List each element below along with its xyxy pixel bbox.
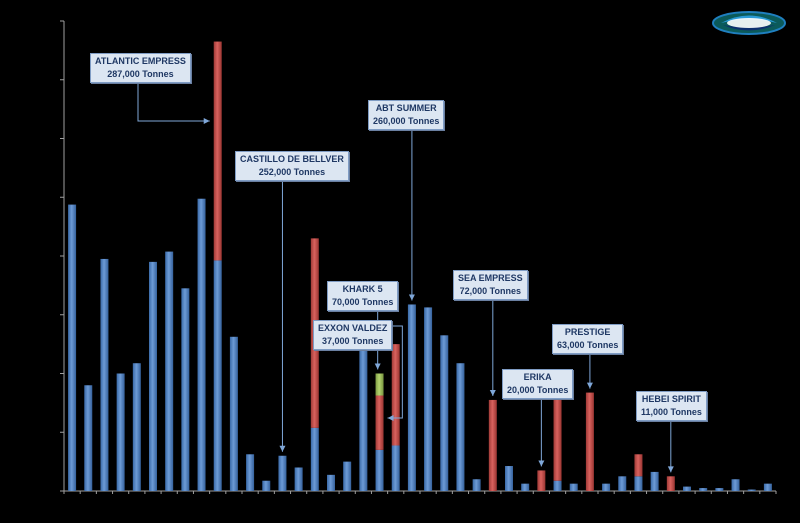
callout-tonnes: 287,000 Tonnes (107, 69, 174, 79)
callout-ship-name: ABT SUMMER (375, 103, 437, 113)
callout-arrowhead (203, 118, 210, 124)
bar-2001 (569, 483, 578, 491)
callout-ship-name: CASTILLO DE BELLVER (240, 154, 344, 164)
callout-arrow (387, 325, 403, 419)
bar-1989 (375, 449, 384, 491)
bar-1998 (521, 483, 530, 491)
bar-1972 (100, 258, 109, 491)
callout-ship-name: HEBEI SPIRIT (641, 394, 701, 404)
bar-1992 (424, 307, 433, 491)
callout-tonnes: 72,000 Tonnes (459, 286, 522, 296)
bar-1990 (391, 445, 400, 491)
bar-1978 (197, 198, 206, 491)
callout-ship-name: PRESTIGE (564, 327, 611, 337)
callout-arrowhead (374, 363, 381, 370)
bar-1990 (391, 344, 400, 446)
bar-2000 (553, 389, 562, 481)
callout-tonnes: 37,000 Tonnes (321, 336, 384, 346)
callout-khark-5: KHARK 5 70,000 Tonnes (327, 281, 399, 311)
callout-ship-name: ERIKA (523, 372, 552, 382)
callout-prestige: PRESTIGE 63,000 Tonnes (552, 324, 624, 354)
bar-1982 (262, 480, 271, 491)
callout-arrowhead (489, 389, 496, 396)
bar-1989 (375, 373, 384, 396)
callout-hebei-spirit: HEBEI SPIRIT 11,000 Tonnes (636, 391, 707, 421)
bars (68, 41, 772, 491)
bar-1987 (343, 461, 352, 491)
callout-arrowhead (387, 415, 394, 421)
bar-1999 (537, 470, 546, 491)
callout-tonnes: 70,000 Tonnes (332, 297, 394, 307)
bar-1970 (68, 204, 77, 491)
callout-sea-empress: SEA EMPRESS 72,000 Tonnes (453, 270, 528, 300)
callout-ship-name: EXXON VALDEZ (318, 323, 388, 333)
callout-arrowhead (538, 460, 545, 467)
callout-castillo-de-bellver: CASTILLO DE BELLVER 252,000 Tonnes (235, 151, 349, 181)
bar-2002 (585, 392, 594, 491)
bar-2008 (683, 486, 691, 491)
bar-1996 (488, 399, 497, 491)
bar-2012 (747, 489, 756, 491)
callout-arrows (137, 83, 674, 473)
bar-2009 (699, 488, 708, 491)
callout-tonnes: 252,000 Tonnes (258, 167, 326, 177)
bar-2005 (634, 454, 643, 477)
bar-1995 (472, 479, 481, 491)
callout-erika: ERIKA 20,000 Tonnes (502, 369, 574, 399)
bar-1984 (294, 467, 303, 491)
bar-1977 (181, 288, 190, 491)
bar-1971 (84, 385, 93, 491)
bar-2003 (602, 483, 611, 491)
bar-2013 (763, 483, 772, 491)
callout-tonnes: 20,000 Tonnes (507, 385, 569, 395)
bar-1991 (407, 304, 416, 491)
bar-1974 (132, 363, 141, 491)
callout-ship-name: SEA EMPRESS (458, 273, 523, 283)
bar-2011 (731, 479, 740, 491)
bar-1983 (278, 455, 287, 491)
bar-1975 (149, 261, 157, 491)
bar-2004 (618, 476, 627, 491)
callout-arrowhead (586, 382, 593, 389)
callout-exxon-valdez: EXXON VALDEZ 37,000 Tonnes (313, 320, 393, 350)
callout-arrowhead (667, 466, 674, 473)
callout-tonnes: 63,000 Tonnes (557, 340, 619, 350)
bar-1994 (456, 363, 465, 491)
bar-1979 (213, 260, 222, 491)
callout-atlantic-empress: ATLANTIC EMPRESS 287,000 Tonnes (90, 53, 191, 83)
company-logo-icon (712, 11, 786, 35)
callout-ship-name: ATLANTIC EMPRESS (95, 56, 186, 66)
callout-abt-summer: ABT SUMMER 260,000 Tonnes (368, 100, 445, 130)
callout-arrow (137, 83, 210, 122)
bar-2007 (666, 476, 675, 491)
bar-1981 (246, 454, 255, 491)
bar-2005 (634, 476, 643, 491)
callout-arrowhead (408, 294, 415, 301)
callout-tonnes: 11,000 Tonnes (641, 407, 702, 417)
bar-1976 (165, 251, 174, 491)
bar-1986 (327, 474, 335, 491)
bar-1989 (375, 395, 384, 450)
bar-1973 (116, 373, 125, 491)
callout-ship-name: KHARK 5 (342, 284, 383, 294)
bar-1980 (229, 336, 238, 491)
bar-1985 (310, 427, 319, 491)
bar-1979 (213, 41, 222, 261)
bar-1988 (359, 342, 368, 491)
bar-2000 (553, 480, 562, 491)
bar-2006 (650, 471, 659, 491)
callout-tonnes: 260,000 Tonnes (373, 116, 440, 126)
callout-arrowhead (279, 445, 286, 452)
bar-1997 (505, 466, 513, 491)
bar-2010 (715, 488, 724, 491)
bar-1993 (440, 335, 449, 491)
